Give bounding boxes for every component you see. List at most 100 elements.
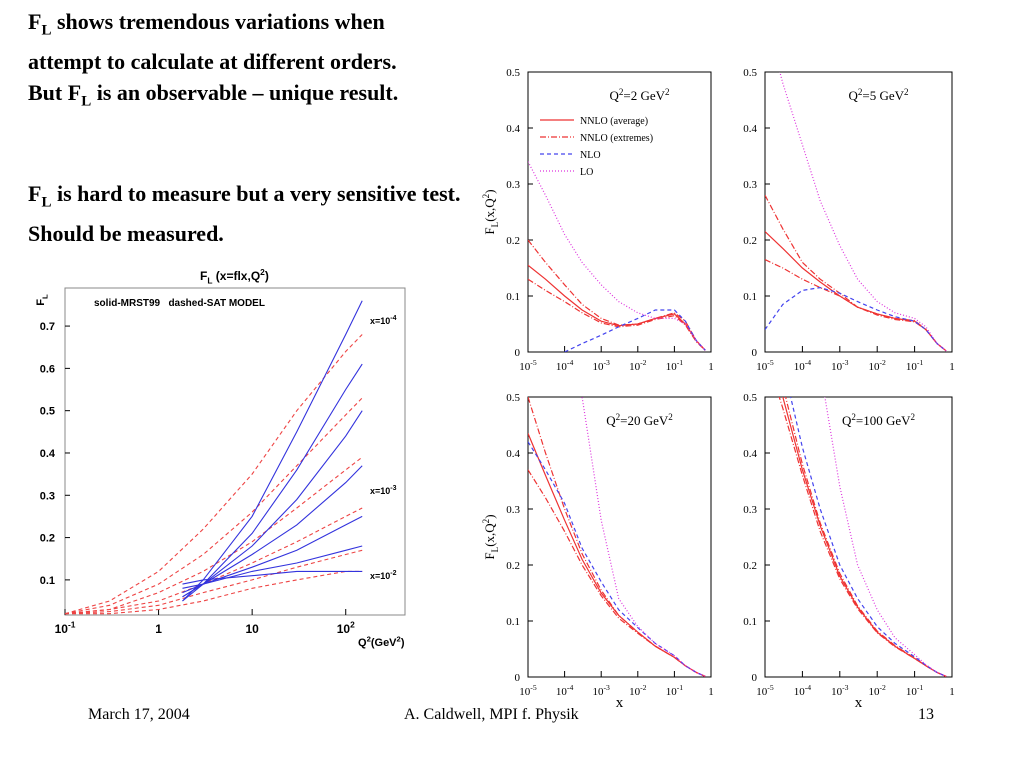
y-tick-label: 0.4 xyxy=(40,448,56,460)
x-tick-label: 10-3 xyxy=(592,358,610,373)
superscript: 2 xyxy=(904,87,909,97)
y-tick-label: 0.1 xyxy=(506,616,520,628)
y-tick-label: 0.1 xyxy=(743,291,757,303)
x-tick-label: 10-2 xyxy=(868,358,886,373)
superscript: 2 xyxy=(668,412,673,422)
y-axis-label: FL(x,Q2) xyxy=(481,514,500,559)
text-run: is hard to measure but a very sensitive … xyxy=(28,181,461,247)
x-tick-label: 10-2 xyxy=(629,683,647,698)
tick-text: 0.3 xyxy=(506,504,520,516)
x-tick-label: 10-5 xyxy=(519,358,537,373)
tick-exponent: -1 xyxy=(917,683,924,692)
x-axis-label: x xyxy=(616,695,624,711)
x-tick-label: 10 xyxy=(245,622,259,636)
text-run: (x,Q xyxy=(482,523,497,547)
y-tick-label: 0.4 xyxy=(506,123,520,135)
y-tick-label: 0.3 xyxy=(743,179,757,191)
tick-exponent: 2 xyxy=(350,620,355,630)
tick-text: 0.1 xyxy=(506,616,520,628)
text-run: ) xyxy=(482,189,497,193)
series-line xyxy=(824,397,947,677)
tick-text: 10 xyxy=(906,686,918,698)
tick-text: 10 xyxy=(868,361,880,373)
series-line xyxy=(528,441,706,677)
tick-exponent: -5 xyxy=(530,683,537,692)
superscript: 2 xyxy=(911,412,916,422)
tick-exponent: -3 xyxy=(842,358,849,367)
annotation-exponent: -4 xyxy=(390,315,396,322)
panel-title: Q2=2 GeV2 xyxy=(609,87,670,103)
tick-text: 10 xyxy=(831,686,843,698)
tick-exponent: -3 xyxy=(842,683,849,692)
y-tick-label: 0 xyxy=(515,347,521,359)
tick-text: 10 xyxy=(556,361,568,373)
text-run: x xyxy=(616,695,624,711)
footer-date: March 17, 2004 xyxy=(88,706,190,723)
tick-text: 10 xyxy=(666,686,678,698)
tick-exponent: -4 xyxy=(567,683,574,692)
y-tick-label: 0.1 xyxy=(506,291,520,303)
tick-exponent: -3 xyxy=(603,683,610,692)
x-tick-label: 10-5 xyxy=(519,683,537,698)
annotation: x=10-2 xyxy=(370,570,397,581)
legend-label: NNLO (extremes) xyxy=(580,133,653,144)
tick-text: 0 xyxy=(515,672,521,684)
series-line xyxy=(528,161,706,351)
text-run: =20 GeV xyxy=(620,413,669,428)
y-tick-label: 0.3 xyxy=(506,504,520,516)
tick-text: 0 xyxy=(752,672,758,684)
x-tick-label: 10-4 xyxy=(794,358,812,373)
superscript: 2 xyxy=(397,635,401,644)
tick-text: 10 xyxy=(629,686,641,698)
chart-note: solid-MRST99 dashed-SAT MODEL xyxy=(94,298,265,309)
tick-text: 0.5 xyxy=(743,67,757,79)
tick-exponent: -4 xyxy=(805,683,812,692)
superscript: 2 xyxy=(858,87,863,97)
tick-text: 0.2 xyxy=(743,235,757,247)
series-line xyxy=(65,507,363,615)
series-line xyxy=(182,300,363,602)
series-line xyxy=(779,72,947,352)
annotation: x=10-4 xyxy=(370,315,397,326)
series-line xyxy=(65,570,363,615)
x-tick-label: 10-1 xyxy=(906,358,924,373)
tick-text: 0.1 xyxy=(40,575,55,587)
series-line xyxy=(790,397,947,677)
series-line xyxy=(765,286,947,352)
tick-text: 0.2 xyxy=(506,235,520,247)
tick-exponent: -2 xyxy=(640,358,647,367)
tick-text: 0.3 xyxy=(743,504,757,516)
subscript: L xyxy=(41,194,52,211)
chart: 00.10.20.30.40.510-5 10-4 10-3 10-2 10-1 1Q2=… xyxy=(481,392,714,711)
series-line xyxy=(182,363,363,602)
tick-text: 0.2 xyxy=(743,560,757,572)
series-line xyxy=(528,239,706,351)
series-line xyxy=(65,549,363,615)
text-run: x xyxy=(855,695,863,711)
x-tick-label: 1 xyxy=(949,361,955,373)
text-run: Q xyxy=(358,637,367,649)
tick-text: 10 xyxy=(556,686,568,698)
series-line xyxy=(564,309,706,352)
tick-text: 0.3 xyxy=(506,179,520,191)
superscript: 2 xyxy=(481,193,491,198)
annotation-text: x=10 xyxy=(370,316,390,326)
tick-exponent: -4 xyxy=(805,358,812,367)
tick-exponent: -1 xyxy=(68,620,76,630)
annotation-text: x=10 xyxy=(370,571,390,581)
tick-text: 10 xyxy=(629,361,641,373)
text-run: (GeV xyxy=(371,637,397,649)
chart: 00.10.20.30.40.510-5 10-4 10-3 10-2 10-1 1Q2=… xyxy=(743,67,955,373)
plot-lines xyxy=(778,397,947,677)
plot-frame xyxy=(527,71,712,353)
x-tick-label: 10-1 xyxy=(666,683,684,698)
series-line xyxy=(182,465,363,598)
tick-text: 0.2 xyxy=(40,533,55,545)
tick-text: 0 xyxy=(515,347,521,359)
text-run: =100 GeV xyxy=(856,413,911,428)
tick-text: 10 xyxy=(794,686,806,698)
superscript: 2 xyxy=(851,412,856,422)
